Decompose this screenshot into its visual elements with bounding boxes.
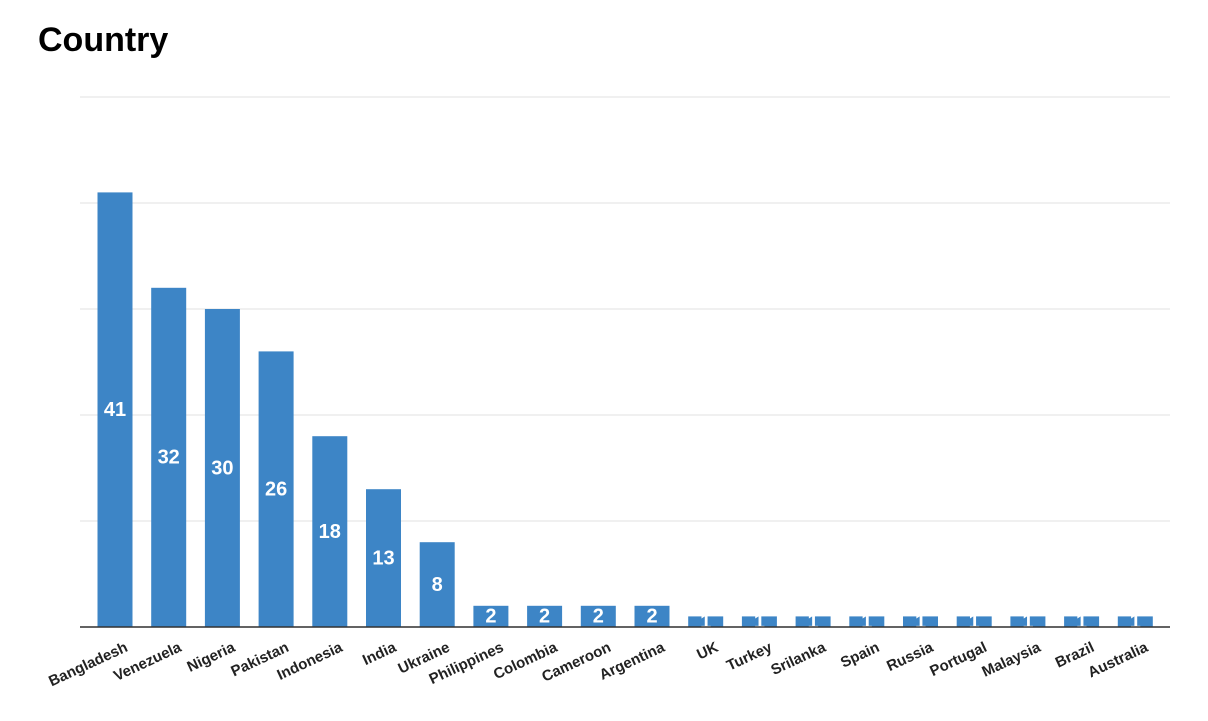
value-label: 1 [1130,611,1141,633]
bar [312,436,348,627]
bar [1010,616,1046,627]
value-label: 2 [646,606,657,628]
x-tick-label: Turkey [724,639,775,675]
value-label: 18 [319,521,341,543]
x-tick-label: UK [694,639,721,664]
bar [795,616,831,627]
value-label: 13 [372,547,394,569]
value-label: 26 [265,478,287,500]
bar [97,192,133,627]
x-tick-label: Srilanka [768,639,829,679]
x-tick-label: India [360,639,400,669]
value-label: 2 [593,606,604,628]
bar [688,616,724,627]
value-label: 1 [700,611,711,633]
bar [473,605,509,627]
bar [580,605,616,627]
value-label: 1 [808,611,819,633]
value-label: 30 [211,457,233,479]
bar [258,351,294,627]
bar [903,616,938,627]
value-label: 1 [1076,611,1087,633]
value-label: 41 [104,399,126,421]
bar [1064,616,1100,627]
x-tick-label: Australia [1085,639,1151,682]
bar [634,605,670,627]
bar [419,542,455,627]
bar [741,616,777,627]
value-label: 1 [1022,611,1033,633]
value-label: 8 [432,574,443,596]
x-tick-label: Malaysia [979,639,1043,681]
bar [1117,616,1153,627]
value-label: 1 [969,611,980,633]
bar [527,605,563,627]
value-label: 1 [861,611,872,633]
chart-title: Country [38,21,168,59]
bar [849,616,885,627]
value-label: 32 [158,447,180,469]
value-label: 2 [539,606,550,628]
bar [956,616,992,627]
value-label: 1 [915,611,926,633]
x-tick-label: Spain [838,639,882,672]
value-label: 2 [485,606,496,628]
bar [204,309,240,627]
bar [366,489,401,627]
bar [151,287,187,627]
x-tick-label: Portugal [927,639,989,680]
value-label: 1 [754,611,765,633]
